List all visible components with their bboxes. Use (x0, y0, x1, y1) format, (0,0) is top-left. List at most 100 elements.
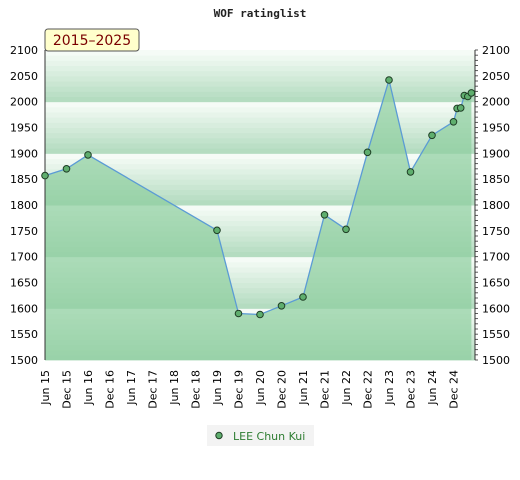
x-tick-label: Jun 17 (125, 370, 138, 406)
data-point (84, 151, 92, 159)
band (45, 282, 475, 289)
band (45, 137, 475, 144)
series-fill (45, 80, 472, 360)
data-point (320, 211, 329, 219)
x-tick-label: Dec 21 (319, 370, 332, 409)
band (45, 277, 475, 283)
band (45, 241, 475, 247)
band (45, 261, 475, 268)
band (45, 75, 475, 82)
y-tick-label-left: 1700 (10, 251, 38, 264)
band (45, 86, 475, 92)
band (45, 91, 475, 97)
y-tick-label-left: 1850 (10, 173, 38, 186)
y-tick-label-right: 1900 (482, 147, 510, 160)
band (45, 267, 475, 273)
band (45, 246, 475, 252)
data-point (62, 165, 71, 173)
range-badge: 2015–2025 (44, 28, 140, 52)
band (45, 174, 475, 180)
band (45, 112, 475, 118)
y-tick-label-left: 2050 (10, 70, 38, 83)
x-tick-label: Jun 15 (39, 370, 52, 406)
x-tick-label: Jun 21 (297, 370, 310, 406)
band (45, 210, 475, 216)
data-point (406, 168, 415, 176)
band (45, 127, 475, 134)
band (45, 303, 475, 309)
band (45, 55, 475, 61)
band (45, 179, 475, 185)
band (45, 298, 475, 304)
y-tick-label-left: 1950 (10, 122, 38, 135)
range-badge-label: 2015–2025 (53, 33, 131, 49)
legend-marker-icon (215, 431, 223, 440)
band (45, 117, 475, 123)
band (45, 163, 475, 170)
y-tick-label-left: 1600 (10, 302, 38, 315)
data-point (213, 226, 221, 235)
x-tick-label: Dec 24 (448, 370, 461, 409)
y-tick-label-right: 1650 (482, 277, 510, 290)
band (45, 81, 475, 87)
data-point (256, 310, 264, 319)
data-point (234, 309, 243, 318)
band (45, 225, 475, 232)
band (45, 96, 475, 103)
x-tick-label: Jun 20 (254, 370, 267, 406)
band (45, 132, 475, 139)
y-tick-label-left: 2000 (10, 96, 38, 109)
data-markers (41, 76, 476, 319)
x-tick-label: Dec 20 (276, 370, 289, 409)
y-tick-label-right: 1750 (482, 225, 510, 238)
band (45, 194, 475, 201)
data-point (467, 89, 476, 97)
band (45, 143, 475, 149)
y-tick-label-right: 1700 (482, 251, 510, 264)
band (45, 189, 475, 196)
y-tick-label-right: 2000 (482, 96, 510, 109)
data-point (363, 148, 372, 157)
data-point (449, 118, 458, 126)
y-tick-label-right: 1550 (482, 328, 510, 341)
band (45, 287, 475, 294)
band (45, 230, 475, 237)
data-point (299, 293, 307, 301)
band (45, 236, 475, 242)
tick-labels: 1500 1500 1550 1550 1600 1600 1650 1650 1700 1700… (10, 44, 510, 409)
y-tick-label-left: 2100 (10, 44, 38, 57)
band (45, 158, 475, 165)
y-tick-label-right: 1500 (482, 354, 510, 367)
x-tick-label: Dec 15 (61, 370, 74, 409)
band (45, 292, 475, 299)
data-point (277, 302, 286, 310)
legend-label: LEE Chun Kui (233, 430, 305, 443)
axes (44, 49, 478, 361)
y-tick-label-right: 1600 (482, 302, 510, 315)
band (45, 168, 475, 175)
band (45, 148, 475, 154)
band (45, 199, 475, 206)
data-point (456, 104, 465, 112)
band (45, 215, 475, 221)
background-bands (45, 50, 475, 361)
band (45, 106, 475, 113)
data-point (385, 76, 393, 84)
data-point (342, 225, 350, 234)
x-tick-label: Dec 19 (233, 370, 246, 409)
band (45, 101, 475, 108)
band (45, 50, 475, 56)
x-tick-label: Dec 23 (405, 370, 418, 409)
x-tick-label: Dec 18 (190, 370, 203, 409)
y-tick-label-left: 1650 (10, 277, 38, 290)
band (45, 70, 475, 77)
x-tick-label: Jun 19 (211, 370, 224, 406)
x-tick-label: Dec 22 (362, 370, 375, 409)
y-tick-label-left: 1750 (10, 225, 38, 238)
x-tick-label: Dec 16 (104, 370, 117, 409)
y-tick-label-left: 1550 (10, 328, 38, 341)
x-tick-label: Jun 24 (426, 370, 439, 406)
y-tick-label-right: 2050 (482, 70, 510, 83)
band (45, 205, 475, 211)
x-tick-label: Jun 18 (168, 370, 181, 406)
